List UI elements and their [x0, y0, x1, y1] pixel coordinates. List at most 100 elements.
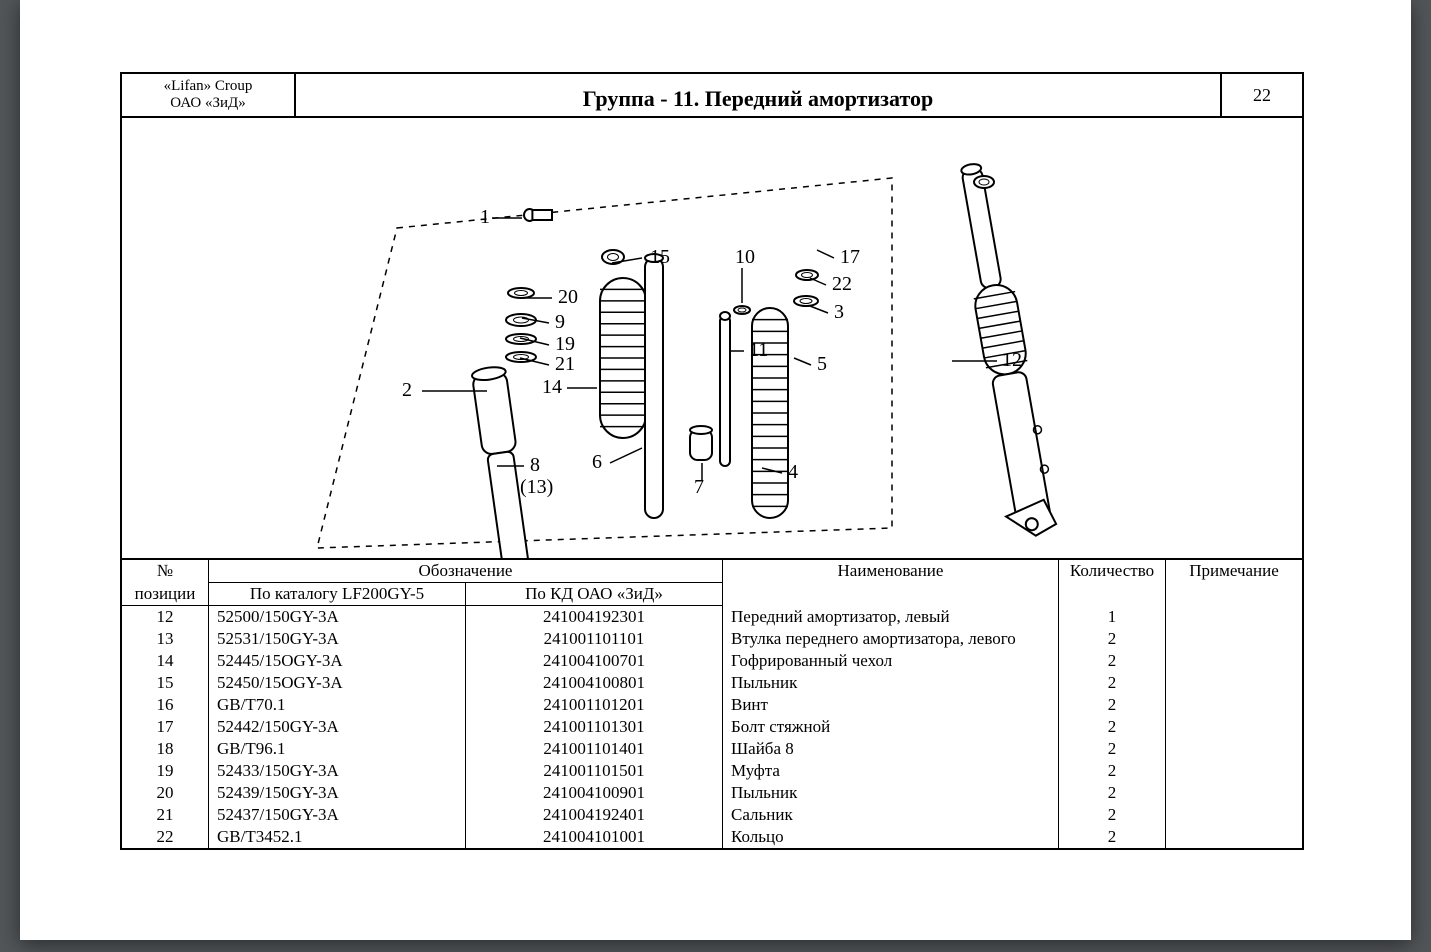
cell-note [1166, 738, 1303, 760]
cell-qty: 2 [1059, 738, 1166, 760]
hdr-qty: Количество [1059, 560, 1166, 606]
cell-pos: 18 [122, 738, 209, 760]
svg-text:6: 6 [592, 451, 602, 473]
cell-catalog: GB/T70.1 [209, 694, 466, 716]
page-number: 22 [1222, 74, 1302, 116]
cell-catalog: 52450/15OGY-3A [209, 672, 466, 694]
svg-text:1: 1 [480, 206, 490, 228]
cell-qty: 2 [1059, 760, 1166, 782]
cell-qty: 2 [1059, 826, 1166, 848]
svg-text:10: 10 [735, 246, 755, 268]
cell-name: Кольцо [723, 826, 1059, 848]
cell-kd: 241001101501 [466, 760, 723, 782]
cell-catalog: 52442/150GY-3A [209, 716, 466, 738]
cell-name: Пыльник [723, 782, 1059, 804]
cell-note [1166, 650, 1303, 672]
cell-name: Пыльник [723, 672, 1059, 694]
cell-qty: 2 [1059, 804, 1166, 826]
cell-kd: 241001101401 [466, 738, 723, 760]
cell-qty: 2 [1059, 782, 1166, 804]
svg-text:21: 21 [555, 353, 575, 375]
cell-note [1166, 606, 1303, 629]
svg-text:(13): (13) [520, 476, 553, 498]
cell-qty: 2 [1059, 650, 1166, 672]
cell-pos: 12 [122, 606, 209, 629]
svg-text:19: 19 [555, 333, 575, 355]
cell-note [1166, 826, 1303, 848]
pdf-viewer-viewport: «Lifan» Croup ОАО «ЗиД» Группа - 11. Пер… [0, 0, 1431, 952]
parts-table-body: 1252500/150GY-3A241004192301Передний амо… [122, 606, 1302, 849]
cell-catalog: 52439/150GY-3A [209, 782, 466, 804]
cell-pos: 13 [122, 628, 209, 650]
catalog-sheet: «Lifan» Croup ОАО «ЗиД» Группа - 11. Пер… [120, 72, 1304, 850]
svg-text:8: 8 [530, 454, 540, 476]
hdr-pos-bottom: позиции [122, 583, 209, 606]
cell-note [1166, 672, 1303, 694]
cell-name: Гофрированный чехол [723, 650, 1059, 672]
cell-note [1166, 782, 1303, 804]
table-row: 1952433/150GY-3A241001101501Муфта2 [122, 760, 1302, 782]
svg-text:12: 12 [1002, 349, 1022, 371]
cell-note [1166, 716, 1303, 738]
cell-catalog: GB/T96.1 [209, 738, 466, 760]
company-line-1: «Lifan» Croup [128, 78, 288, 95]
cell-pos: 17 [122, 716, 209, 738]
cell-kd: 241004192301 [466, 606, 723, 629]
hdr-pos-top: № [122, 560, 209, 583]
cell-name: Болт стяжной [723, 716, 1059, 738]
company-line-2: ОАО «ЗиД» [128, 95, 288, 112]
hdr-note: Примечание [1166, 560, 1303, 606]
parts-table: № Обозначение Наименование Количество Пр… [122, 560, 1302, 848]
hdr-name: Наименование [723, 560, 1059, 606]
table-row: 1552450/15OGY-3A241004100801Пыльник2 [122, 672, 1302, 694]
cell-kd: 241004101001 [466, 826, 723, 848]
cell-qty: 2 [1059, 694, 1166, 716]
group-title: Группа - 11. Передний амортизатор [296, 74, 1222, 116]
table-row: 18GB/T96.1241001101401Шайба 82 [122, 738, 1302, 760]
svg-text:3: 3 [834, 301, 844, 323]
cell-name: Втулка переднего амортизатора, левого [723, 628, 1059, 650]
company-block: «Lifan» Croup ОАО «ЗиД» [122, 74, 296, 116]
cell-catalog: 52437/150GY-3A [209, 804, 466, 826]
cell-kd: 241004100901 [466, 782, 723, 804]
cell-qty: 2 [1059, 672, 1166, 694]
cell-note [1166, 628, 1303, 650]
cell-kd: 241001101201 [466, 694, 723, 716]
hdr-kd: По КД ОАО «ЗиД» [466, 583, 723, 606]
table-row: 1252500/150GY-3A241004192301Передний амо… [122, 606, 1302, 629]
hdr-designation: Обозначение [209, 560, 723, 583]
cell-note [1166, 804, 1303, 826]
table-row: 1352531/150GY-3A241001101101Втулка перед… [122, 628, 1302, 650]
svg-text:9: 9 [555, 311, 565, 333]
cell-name: Муфта [723, 760, 1059, 782]
cell-pos: 16 [122, 694, 209, 716]
cell-pos: 21 [122, 804, 209, 826]
cell-kd: 241004100801 [466, 672, 723, 694]
cell-qty: 1 [1059, 606, 1166, 629]
table-row: 1452445/15OGY-3A241004100701Гофрированны… [122, 650, 1302, 672]
cell-catalog: GB/T3452.1 [209, 826, 466, 848]
cell-name: Сальник [723, 804, 1059, 826]
svg-text:17: 17 [840, 246, 860, 268]
sheet-header: «Lifan» Croup ОАО «ЗиД» Группа - 11. Пер… [122, 74, 1302, 118]
parts-table-head: № Обозначение Наименование Количество Пр… [122, 560, 1302, 606]
cell-pos: 19 [122, 760, 209, 782]
cell-kd: 241004100701 [466, 650, 723, 672]
table-row: 2152437/150GY-3A241004192401Сальник2 [122, 804, 1302, 826]
svg-text:20: 20 [558, 286, 578, 308]
cell-kd: 241001101101 [466, 628, 723, 650]
svg-text:5: 5 [817, 353, 827, 375]
cell-qty: 2 [1059, 628, 1166, 650]
svg-text:14: 14 [542, 376, 562, 398]
table-row: 22GB/T3452.1241004101001Кольцо2 [122, 826, 1302, 848]
table-row: 1752442/150GY-3A241001101301Болт стяжной… [122, 716, 1302, 738]
cell-kd: 241001101301 [466, 716, 723, 738]
cell-pos: 15 [122, 672, 209, 694]
svg-text:22: 22 [832, 273, 852, 295]
cell-catalog: 52531/150GY-3A [209, 628, 466, 650]
svg-text:11: 11 [749, 339, 768, 361]
cell-name: Шайба 8 [723, 738, 1059, 760]
cell-name: Передний амортизатор, левый [723, 606, 1059, 629]
svg-text:15: 15 [650, 246, 670, 268]
cell-pos: 14 [122, 650, 209, 672]
